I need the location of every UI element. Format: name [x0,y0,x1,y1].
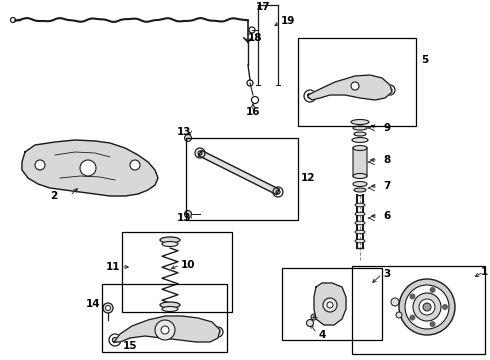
Ellipse shape [355,203,365,207]
Ellipse shape [351,120,369,125]
Ellipse shape [353,126,367,130]
Ellipse shape [162,306,178,311]
Circle shape [327,302,333,308]
Text: 4: 4 [318,330,325,340]
Bar [298,38,416,126]
Circle shape [323,298,337,312]
Circle shape [185,211,192,217]
Circle shape [161,326,169,334]
Circle shape [35,160,45,170]
Circle shape [442,304,448,310]
Text: 19: 19 [281,16,295,26]
Circle shape [80,160,96,176]
Circle shape [396,312,402,318]
Ellipse shape [355,230,365,234]
Text: 12: 12 [301,173,316,183]
Polygon shape [22,140,158,196]
Text: 13: 13 [176,213,191,223]
Circle shape [430,321,436,327]
Text: 1: 1 [481,267,488,277]
Ellipse shape [354,188,366,192]
Circle shape [130,160,140,170]
Circle shape [410,315,416,321]
Text: 6: 6 [383,211,390,221]
Polygon shape [314,283,346,325]
FancyBboxPatch shape [353,147,367,177]
Circle shape [413,293,441,321]
Text: 9: 9 [383,123,390,133]
Ellipse shape [355,212,365,216]
Circle shape [419,299,435,315]
Polygon shape [114,316,220,342]
Ellipse shape [355,221,365,225]
Bar [122,232,232,312]
Circle shape [391,298,399,306]
Text: 11: 11 [105,262,120,272]
Circle shape [103,303,113,313]
Ellipse shape [160,237,180,243]
Circle shape [155,320,175,340]
Text: 14: 14 [85,299,100,309]
Circle shape [405,285,449,329]
Ellipse shape [352,138,368,143]
Bar [352,266,485,354]
Circle shape [423,303,431,311]
Bar [282,268,382,340]
Ellipse shape [354,132,366,136]
Circle shape [185,135,192,141]
Polygon shape [198,150,279,195]
Text: 17: 17 [256,2,270,12]
Polygon shape [308,75,392,100]
Circle shape [307,320,314,327]
Ellipse shape [353,174,367,179]
Ellipse shape [353,145,367,150]
Text: 2: 2 [50,191,58,201]
Text: 18: 18 [248,33,263,43]
Text: 5: 5 [421,55,428,65]
Circle shape [105,306,111,310]
Bar [102,284,227,352]
Text: 13: 13 [176,127,191,137]
Text: 3: 3 [383,269,390,279]
Text: 7: 7 [383,181,391,191]
Ellipse shape [162,242,178,247]
Circle shape [410,293,416,300]
Bar [186,138,298,220]
Text: 15: 15 [123,341,137,351]
Ellipse shape [355,239,365,243]
Ellipse shape [160,302,180,308]
Circle shape [430,287,436,293]
Ellipse shape [353,181,367,186]
Text: 8: 8 [383,155,390,165]
Text: 10: 10 [181,260,196,270]
Circle shape [399,279,455,335]
Text: 16: 16 [246,107,260,117]
Circle shape [351,82,359,90]
